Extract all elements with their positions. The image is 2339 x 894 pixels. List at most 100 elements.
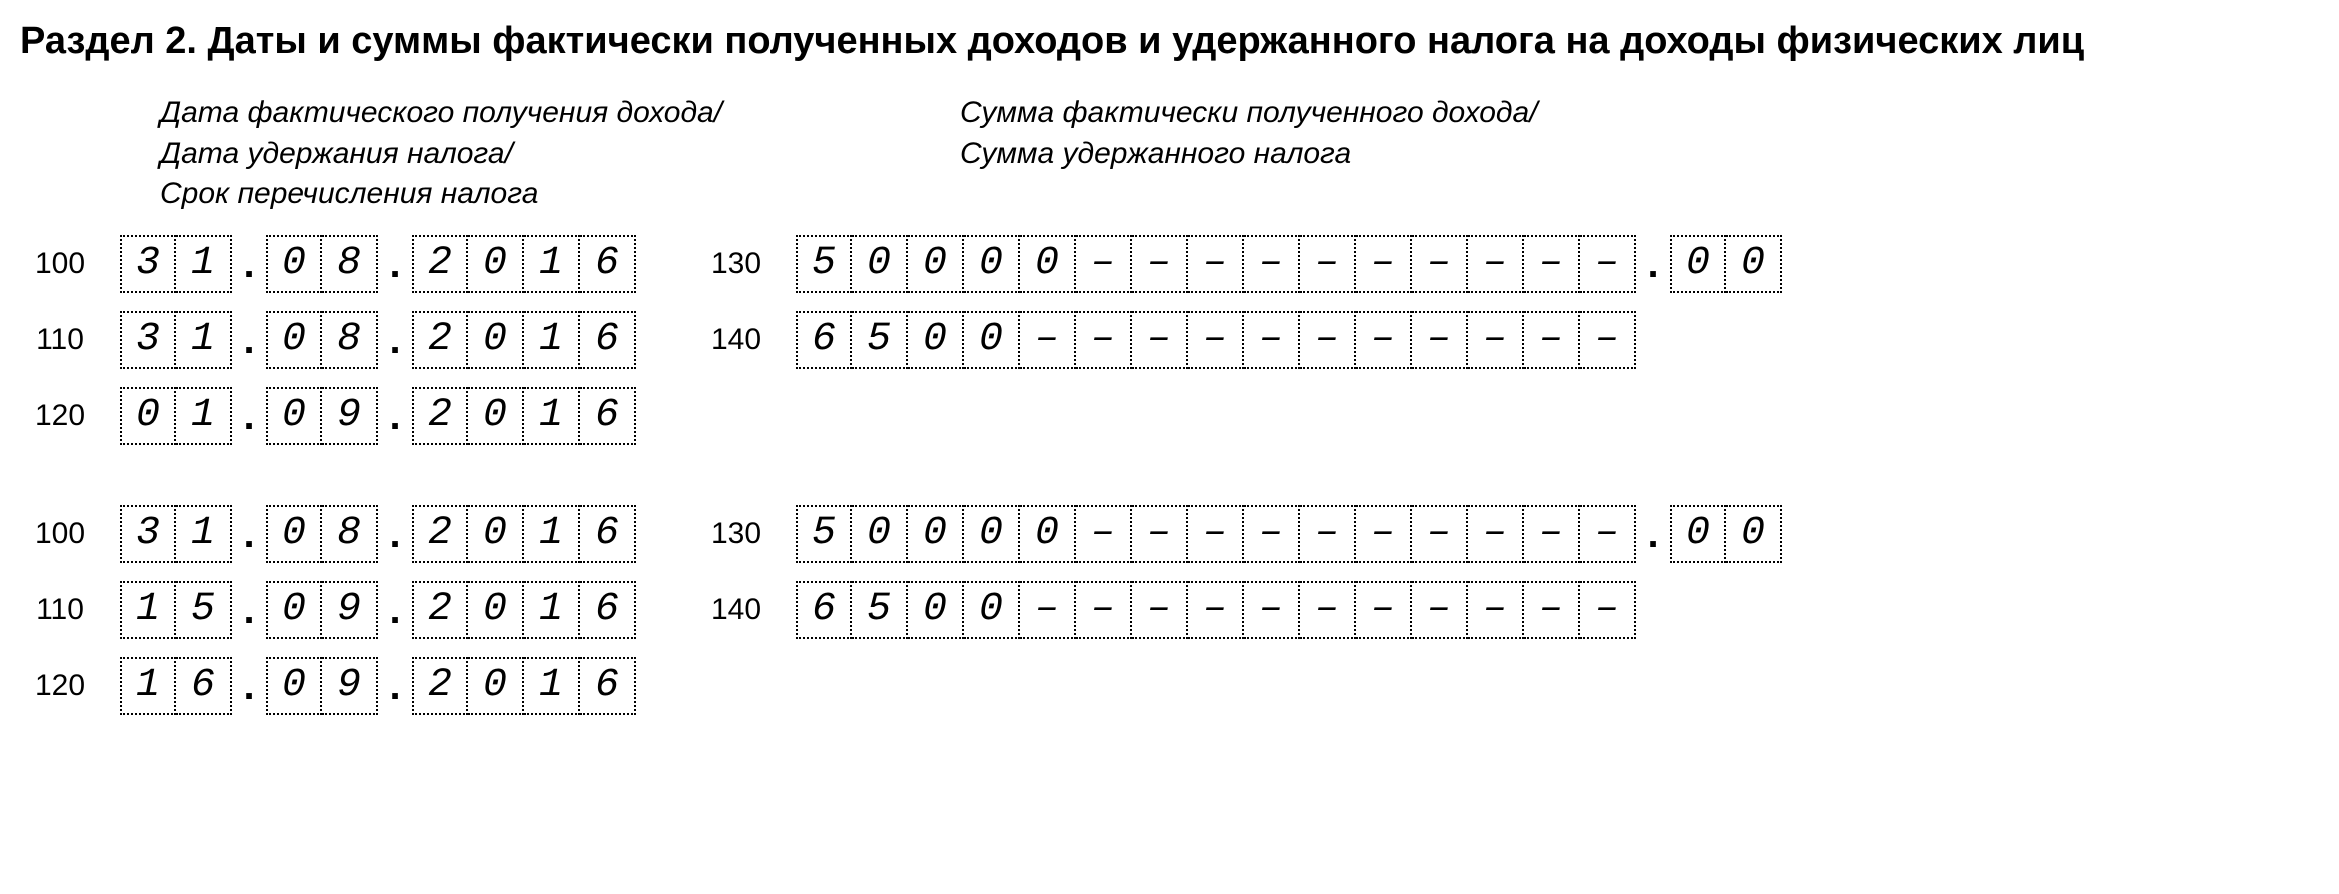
amount-integer: 50000–––––––––– bbox=[796, 235, 1636, 293]
code-130: 130 bbox=[696, 517, 776, 551]
cell: – bbox=[1468, 311, 1524, 369]
date-year: 2016 bbox=[412, 581, 636, 639]
cell: 1 bbox=[120, 657, 176, 715]
cell: – bbox=[1468, 505, 1524, 563]
cell: 9 bbox=[322, 387, 378, 445]
cell: 6 bbox=[796, 311, 852, 369]
separator-dot: . bbox=[378, 244, 412, 284]
cell: – bbox=[1076, 505, 1132, 563]
date-day: 31 bbox=[120, 235, 232, 293]
tax-amount: 6500––––––––––– bbox=[796, 581, 1636, 639]
code-100: 100 bbox=[20, 247, 100, 281]
cell: 2 bbox=[412, 505, 468, 563]
cell: – bbox=[1244, 505, 1300, 563]
cell: – bbox=[1188, 581, 1244, 639]
cell: – bbox=[1132, 505, 1188, 563]
cell: 0 bbox=[964, 505, 1020, 563]
amount-decimal: 00 bbox=[1670, 505, 1782, 563]
cell: – bbox=[1020, 581, 1076, 639]
date-day: 31 bbox=[120, 505, 232, 563]
cell: 8 bbox=[322, 235, 378, 293]
cell: – bbox=[1524, 311, 1580, 369]
date-day: 16 bbox=[120, 657, 232, 715]
column-headers: Дата фактического получения дохода/ Дата… bbox=[160, 93, 2319, 215]
cell: – bbox=[1524, 505, 1580, 563]
cell: 8 bbox=[322, 311, 378, 369]
separator-dot: . bbox=[232, 244, 266, 284]
cell: – bbox=[1580, 311, 1636, 369]
date-month: 08 bbox=[266, 505, 378, 563]
cell: 0 bbox=[908, 235, 964, 293]
date-month: 09 bbox=[266, 657, 378, 715]
separator-dot: . bbox=[378, 590, 412, 630]
cell: 5 bbox=[796, 235, 852, 293]
form-line: 12016.09.2016 bbox=[20, 657, 2319, 715]
cell: 0 bbox=[468, 657, 524, 715]
form-line: 11031.08.20161406500––––––––––– bbox=[20, 311, 2319, 369]
cell: – bbox=[1580, 581, 1636, 639]
cell: 1 bbox=[524, 235, 580, 293]
cell: 0 bbox=[908, 581, 964, 639]
separator-dot: . bbox=[232, 666, 266, 706]
cell: 1 bbox=[120, 581, 176, 639]
cell: 0 bbox=[1726, 505, 1782, 563]
cell: 0 bbox=[1020, 505, 1076, 563]
cell: 0 bbox=[1670, 505, 1726, 563]
separator-dot: . bbox=[232, 320, 266, 360]
cell: – bbox=[1412, 505, 1468, 563]
cell: 2 bbox=[412, 311, 468, 369]
cell: 5 bbox=[796, 505, 852, 563]
cell: 6 bbox=[580, 387, 636, 445]
cell: 0 bbox=[964, 235, 1020, 293]
cell: – bbox=[1468, 235, 1524, 293]
blocks-container: 10031.08.201613050000––––––––––.0011031.… bbox=[20, 235, 2319, 715]
separator-dot: . bbox=[232, 396, 266, 436]
code-140: 140 bbox=[696, 593, 776, 627]
cell: 1 bbox=[176, 387, 232, 445]
cell: 0 bbox=[908, 505, 964, 563]
form-line: 10031.08.201613050000––––––––––.00 bbox=[20, 235, 2319, 293]
cell: 1 bbox=[176, 505, 232, 563]
left-header-line1: Дата фактического получения дохода/ bbox=[160, 93, 900, 134]
left-header-line2: Дата удержания налога/ bbox=[160, 134, 900, 175]
cell: 0 bbox=[468, 505, 524, 563]
cell: 0 bbox=[468, 387, 524, 445]
date-month: 09 bbox=[266, 581, 378, 639]
cell: 1 bbox=[524, 311, 580, 369]
cell: 0 bbox=[266, 581, 322, 639]
date-month: 09 bbox=[266, 387, 378, 445]
date-day: 01 bbox=[120, 387, 232, 445]
cell: 6 bbox=[580, 235, 636, 293]
date-year: 2016 bbox=[412, 311, 636, 369]
cell: – bbox=[1356, 311, 1412, 369]
cell: 9 bbox=[322, 581, 378, 639]
cell: – bbox=[1356, 581, 1412, 639]
separator-dot: . bbox=[1636, 514, 1670, 554]
section-title: Раздел 2. Даты и суммы фактически получе… bbox=[20, 20, 2319, 63]
cell: 0 bbox=[964, 581, 1020, 639]
cell: – bbox=[1356, 235, 1412, 293]
cell: 0 bbox=[1020, 235, 1076, 293]
cell: – bbox=[1244, 581, 1300, 639]
cell: 3 bbox=[120, 505, 176, 563]
code-120: 120 bbox=[20, 399, 100, 433]
cell: – bbox=[1244, 235, 1300, 293]
cell: – bbox=[1300, 311, 1356, 369]
cell: – bbox=[1412, 235, 1468, 293]
entry-block: 10031.08.201613050000––––––––––.0011031.… bbox=[20, 235, 2319, 445]
date-year: 2016 bbox=[412, 235, 636, 293]
date-year: 2016 bbox=[412, 505, 636, 563]
cell: 0 bbox=[266, 505, 322, 563]
cell: 6 bbox=[580, 657, 636, 715]
date-day: 15 bbox=[120, 581, 232, 639]
cell: 6 bbox=[580, 505, 636, 563]
separator-dot: . bbox=[378, 320, 412, 360]
cell: – bbox=[1412, 581, 1468, 639]
separator-dot: . bbox=[378, 514, 412, 554]
cell: 6 bbox=[580, 581, 636, 639]
cell: 2 bbox=[412, 581, 468, 639]
cell: 0 bbox=[468, 311, 524, 369]
cell: – bbox=[1244, 311, 1300, 369]
entry-block: 10031.08.201613050000––––––––––.0011015.… bbox=[20, 505, 2319, 715]
cell: 0 bbox=[1670, 235, 1726, 293]
